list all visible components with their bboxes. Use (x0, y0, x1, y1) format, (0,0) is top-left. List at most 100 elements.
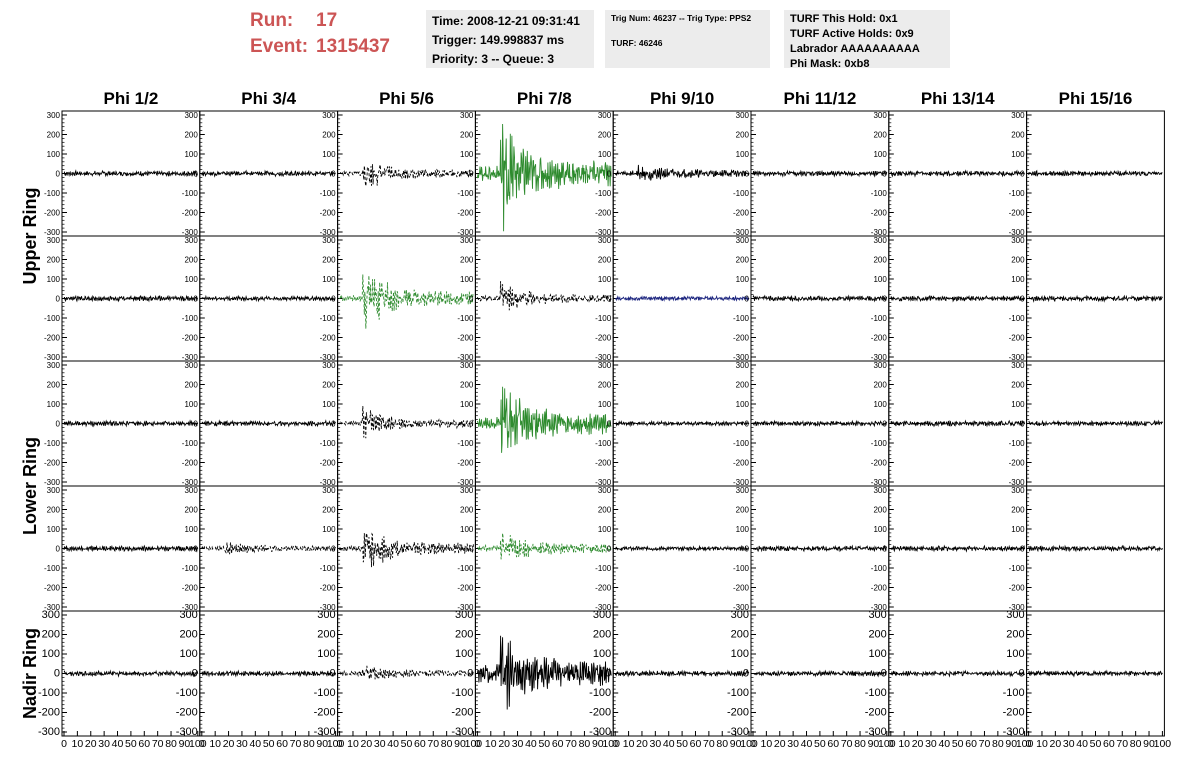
x-tick-label: 30 (512, 738, 524, 750)
y-tick-label: 0 (882, 170, 887, 179)
y-tick-label: -300 (1003, 726, 1025, 738)
y-tick-label: 300 (460, 111, 474, 120)
y-tick-label: 0 (329, 668, 335, 680)
y-tick-label: -200 (871, 209, 888, 218)
y-tick-label: 100 (455, 648, 473, 660)
y-tick-label: 200 (322, 256, 336, 265)
y-tick-label: 200 (1006, 629, 1024, 641)
y-tick-label: -200 (871, 584, 888, 593)
y-tick-label: -200 (457, 584, 474, 593)
y-tick-label: 0 (1018, 668, 1024, 680)
y-tick-label: 100 (598, 400, 612, 409)
x-tick-label: 10 (72, 738, 84, 750)
column-title: Phi 7/8 (517, 89, 572, 108)
phi-mask-text: Phi Mask: 0xb8 (790, 58, 870, 70)
waveform-trace (890, 169, 1025, 178)
y-tick-label: 100 (47, 400, 61, 409)
waveform-trace (339, 405, 474, 439)
x-tick-label: 100 (878, 738, 896, 750)
x-tick-label: 90 (1005, 738, 1017, 750)
y-tick-label: 0 (1020, 545, 1025, 554)
y-tick-label: 300 (598, 361, 612, 370)
waveform-trace (890, 669, 1025, 678)
y-tick-label: 0 (745, 170, 750, 179)
y-tick-label: -300 (595, 478, 612, 487)
x-tick-label: 10 (623, 738, 635, 750)
y-tick-label: -100 (314, 687, 336, 699)
y-tick-label: -300 (320, 478, 337, 487)
x-tick-label: 90 (454, 738, 466, 750)
y-tick-label: -300 (1009, 478, 1026, 487)
y-tick-label: 300 (42, 609, 60, 621)
y-tick-label: -100 (871, 189, 888, 198)
x-tick-label: 30 (649, 738, 661, 750)
waveform-trace (63, 669, 199, 678)
y-tick-label: 200 (322, 506, 336, 515)
row-group-label: Nadir Ring (20, 628, 40, 719)
x-tick-label: 70 (152, 738, 164, 750)
x-tick-label: 20 (1050, 738, 1062, 750)
y-tick-label: -200 (44, 209, 61, 218)
waveform-trace (201, 169, 336, 178)
y-tick-label: 0 (193, 420, 198, 429)
y-tick-label: 300 (598, 111, 612, 120)
x-tick-label: 20 (912, 738, 924, 750)
y-tick-label: 200 (184, 506, 198, 515)
y-tick-label: 100 (460, 525, 474, 534)
y-tick-label: 300 (873, 361, 887, 370)
y-tick-label: 0 (605, 668, 611, 680)
y-tick-label: -200 (727, 707, 749, 719)
x-tick-label: 60 (276, 738, 288, 750)
waveform-trace (63, 169, 198, 178)
y-tick-label: -300 (865, 726, 887, 738)
y-tick-label: 100 (322, 525, 336, 534)
x-tick-label: 40 (1076, 738, 1088, 750)
x-tick-label: 0 (612, 738, 618, 750)
waveform-trace (63, 544, 199, 553)
y-tick-label: 100 (322, 150, 336, 159)
y-tick-label: -200 (865, 707, 887, 719)
y-tick-label: 300 (868, 609, 886, 621)
y-tick-label: -300 (320, 603, 337, 612)
y-tick-label: 200 (598, 256, 612, 265)
waveform-trace (63, 419, 199, 428)
x-tick-label: 0 (337, 738, 343, 750)
x-tick-label: 20 (361, 738, 373, 750)
y-tick-label: -100 (457, 564, 474, 573)
y-tick-label: 200 (184, 256, 198, 265)
y-tick-label: -200 (733, 584, 750, 593)
y-tick-label: 0 (881, 668, 887, 680)
x-tick-label: 80 (1130, 738, 1142, 750)
waveform-trace (890, 544, 1026, 553)
trigger-text: Trigger: 149.998837 ms (432, 33, 565, 47)
x-tick-label: 0 (888, 738, 894, 750)
x-tick-label: 50 (1090, 738, 1102, 750)
y-tick-label: -200 (182, 584, 199, 593)
waveform-trace (752, 169, 888, 178)
y-tick-label: 200 (736, 256, 750, 265)
y-tick-label: 100 (1011, 150, 1025, 159)
y-tick-label: 100 (736, 275, 750, 284)
y-tick-label: 300 (873, 236, 887, 245)
x-tick-label: 50 (814, 738, 826, 750)
y-tick-label: -100 (1009, 439, 1026, 448)
x-tick-label: 100 (602, 738, 620, 750)
y-tick-label: 100 (873, 275, 887, 284)
y-tick-label: 200 (455, 629, 473, 641)
waveform-trace (201, 669, 337, 678)
x-tick-label: 90 (730, 738, 742, 750)
y-tick-label: -200 (733, 459, 750, 468)
y-tick-label: 100 (460, 400, 474, 409)
trigger-info-box: Trig Num: 46237 -- Trig Type: PPS2 TURF:… (605, 10, 770, 68)
y-tick-label: 100 (1011, 275, 1025, 284)
y-tick-label: -200 (1009, 459, 1026, 468)
x-tick-label: 70 (841, 738, 853, 750)
y-tick-label: 0 (607, 170, 612, 179)
y-tick-label: 300 (1011, 361, 1025, 370)
x-tick-label: 100 (465, 738, 483, 750)
run-value: 17 (316, 10, 338, 31)
y-tick-label: -100 (320, 564, 337, 573)
y-tick-label: 300 (460, 236, 474, 245)
y-tick-label: -100 (871, 314, 888, 323)
y-tick-label: -100 (871, 564, 888, 573)
